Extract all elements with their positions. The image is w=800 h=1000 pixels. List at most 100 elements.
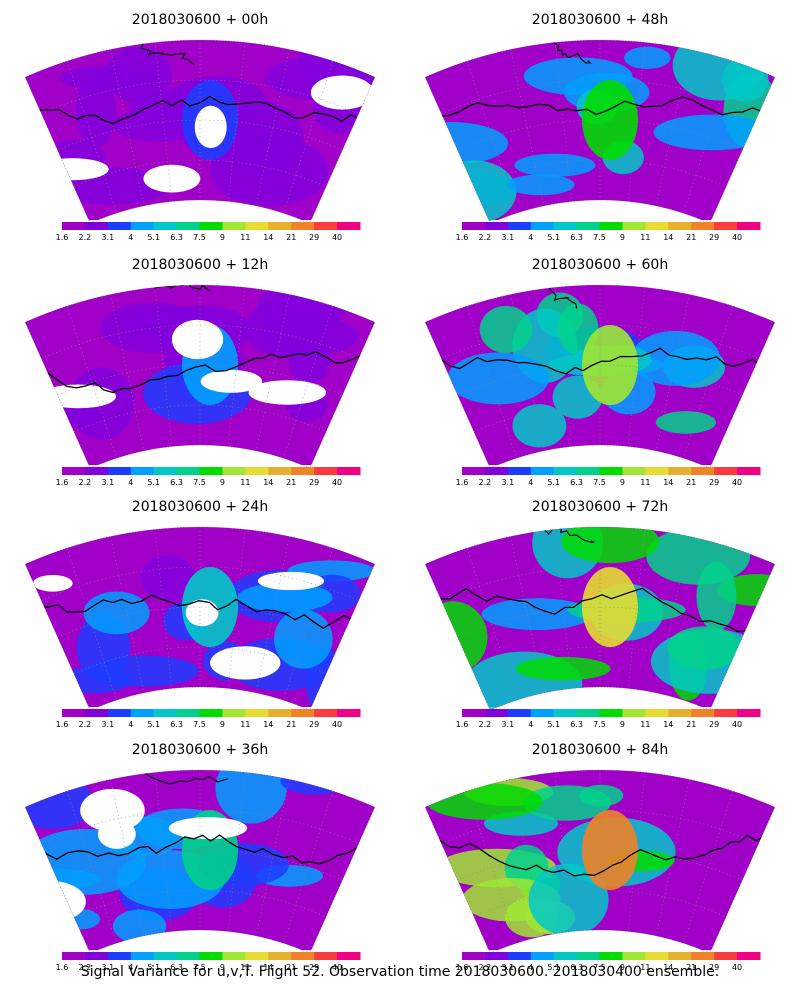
coastline — [429, 834, 766, 877]
colorbar-swatch — [645, 467, 669, 475]
colorbar-swatch — [530, 952, 555, 960]
colorbar-label: 2.2 — [79, 720, 92, 729]
colorbar-swatch — [84, 952, 109, 960]
colorbar-swatch — [153, 467, 178, 475]
colorbar-swatch — [153, 222, 178, 230]
colorbar-swatch — [107, 222, 132, 230]
colorbar-swatch — [484, 709, 509, 717]
variance-field — [25, 285, 375, 465]
colorbar-swatch — [668, 709, 692, 717]
colorbar: 1.6 2.2 3.1 4 5.1 6.3 7.5 9 11 14 21 29 40 — [456, 467, 761, 487]
colorbar-label: 4 — [528, 233, 533, 242]
colorbar-swatch — [291, 467, 315, 475]
colorbar-label: 6.3 — [170, 478, 183, 487]
coastline — [429, 587, 775, 633]
colorbar-swatch — [553, 467, 578, 475]
colorbar-swatch — [62, 709, 86, 717]
map-panel-2: 2018030600 + 24h 1.6 2.2 3.1 4 5.1 6.3 7.5 9 11 14… — [24, 499, 376, 729]
colorbar-label: 21 — [686, 720, 696, 729]
colorbar-label: 6.3 — [570, 233, 583, 242]
colorbar-swatch — [599, 467, 623, 475]
colorbar-label: 6.3 — [170, 233, 183, 242]
colorbar-label: 2.2 — [479, 720, 492, 729]
colorbar-swatch — [314, 467, 338, 475]
colorbar-swatch — [737, 709, 761, 717]
colorbar-label: 7.5 — [193, 963, 206, 972]
colorbar: 1.6 2.2 3.1 4 5.1 6.3 7.5 9 11 14 21 29 40 — [456, 222, 761, 242]
colorbar-swatch — [668, 222, 692, 230]
colorbar-swatch — [62, 467, 86, 475]
coastline — [429, 347, 773, 375]
colorbar-swatch — [337, 467, 361, 475]
colorbar-label: 3.1 — [501, 478, 514, 487]
colorbar-swatch — [314, 222, 338, 230]
colorbar-label: 2.2 — [479, 233, 492, 242]
colorbar-swatch — [462, 467, 486, 475]
colorbar-swatch — [314, 709, 338, 717]
colorbar-swatch — [130, 222, 155, 230]
colorbar-label: 1.6 — [56, 478, 69, 487]
colorbar-label: 14 — [263, 233, 273, 242]
colorbar-label: 1.6 — [56, 720, 69, 729]
colorbar-label: 3.1 — [101, 720, 114, 729]
colorbar-swatch — [553, 222, 578, 230]
colorbar-label: 29 — [709, 720, 719, 729]
colorbar-label: 7.5 — [193, 720, 206, 729]
coastline — [29, 834, 368, 865]
colorbar-swatch — [153, 709, 178, 717]
colorbar-swatch — [130, 709, 155, 717]
colorbar-swatch — [176, 222, 201, 230]
variance-field — [25, 770, 375, 950]
colorbar-swatch — [199, 467, 223, 475]
colorbar-label: 21 — [286, 233, 296, 242]
colorbar: 1.6 2.2 3.1 4 5.1 6.3 7.5 9 11 14 21 29 40 — [56, 467, 361, 487]
colorbar-label: 3.1 — [101, 963, 114, 972]
colorbar-label: 1.6 — [456, 720, 469, 729]
colorbar-label: 14 — [663, 478, 673, 487]
colorbar-swatch — [62, 952, 86, 960]
colorbar-swatch — [222, 952, 246, 960]
colorbar-label: 3.1 — [501, 720, 514, 729]
panel-title: 2018030600 + 72h — [532, 499, 668, 515]
colorbar-label: 40 — [332, 233, 342, 242]
colorbar-swatch — [507, 709, 532, 717]
colorbar-swatch — [291, 952, 315, 960]
colorbar-label: 21 — [286, 963, 296, 972]
variance-field — [425, 285, 775, 465]
colorbar-label: 14 — [263, 963, 273, 972]
colorbar-label: 7.5 — [193, 233, 206, 242]
map-panel-3: 2018030600 + 36h 1.6 2.2 3.1 4 5.1 6.3 7.5 9 11 14… — [24, 742, 376, 972]
colorbar-label: 1.6 — [456, 963, 469, 972]
coastline — [29, 95, 371, 125]
colorbar-swatch — [245, 467, 269, 475]
colorbar-swatch — [107, 952, 132, 960]
colorbar-swatch — [599, 952, 623, 960]
colorbar-label: 9 — [620, 233, 625, 242]
colorbar-swatch — [737, 467, 761, 475]
colorbar-swatch — [268, 952, 292, 960]
map-panel-6: 2018030600 + 72h 1.6 2.2 3.1 4 5.1 6.3 7.5 9 11 14… — [424, 499, 776, 729]
panel-title: 2018030600 + 60h — [532, 257, 668, 273]
colorbar-swatch — [530, 709, 555, 717]
colorbar-label: 6.3 — [570, 720, 583, 729]
colorbar-label: 6.3 — [170, 963, 183, 972]
colorbar-swatch — [530, 467, 555, 475]
colorbar-label: 11 — [240, 478, 250, 487]
colorbar-label: 5.1 — [547, 963, 560, 972]
colorbar-swatch — [291, 222, 315, 230]
colorbar-swatch — [176, 952, 201, 960]
colorbar-swatch — [130, 952, 155, 960]
colorbar-label: 29 — [709, 478, 719, 487]
colorbar-label: 40 — [732, 720, 742, 729]
colorbar: 1.6 2.2 3.1 4 5.1 6.3 7.5 9 11 14 21 29 40 — [456, 709, 761, 729]
colorbar-label: 1.6 — [456, 233, 469, 242]
colorbar-label: 14 — [663, 720, 673, 729]
colorbar-swatch — [107, 467, 132, 475]
colorbar-label: 14 — [663, 963, 673, 972]
panel-title: 2018030600 + 00h — [132, 12, 268, 28]
colorbar-label: 4 — [128, 963, 133, 972]
colorbar-label: 5.1 — [547, 478, 560, 487]
colorbar-swatch — [530, 222, 555, 230]
map-panel-4: 2018030600 + 48h 1.6 2.2 3.1 4 5.1 6.3 7.5 9 11 14… — [424, 12, 776, 242]
colorbar-label: 3.1 — [101, 478, 114, 487]
